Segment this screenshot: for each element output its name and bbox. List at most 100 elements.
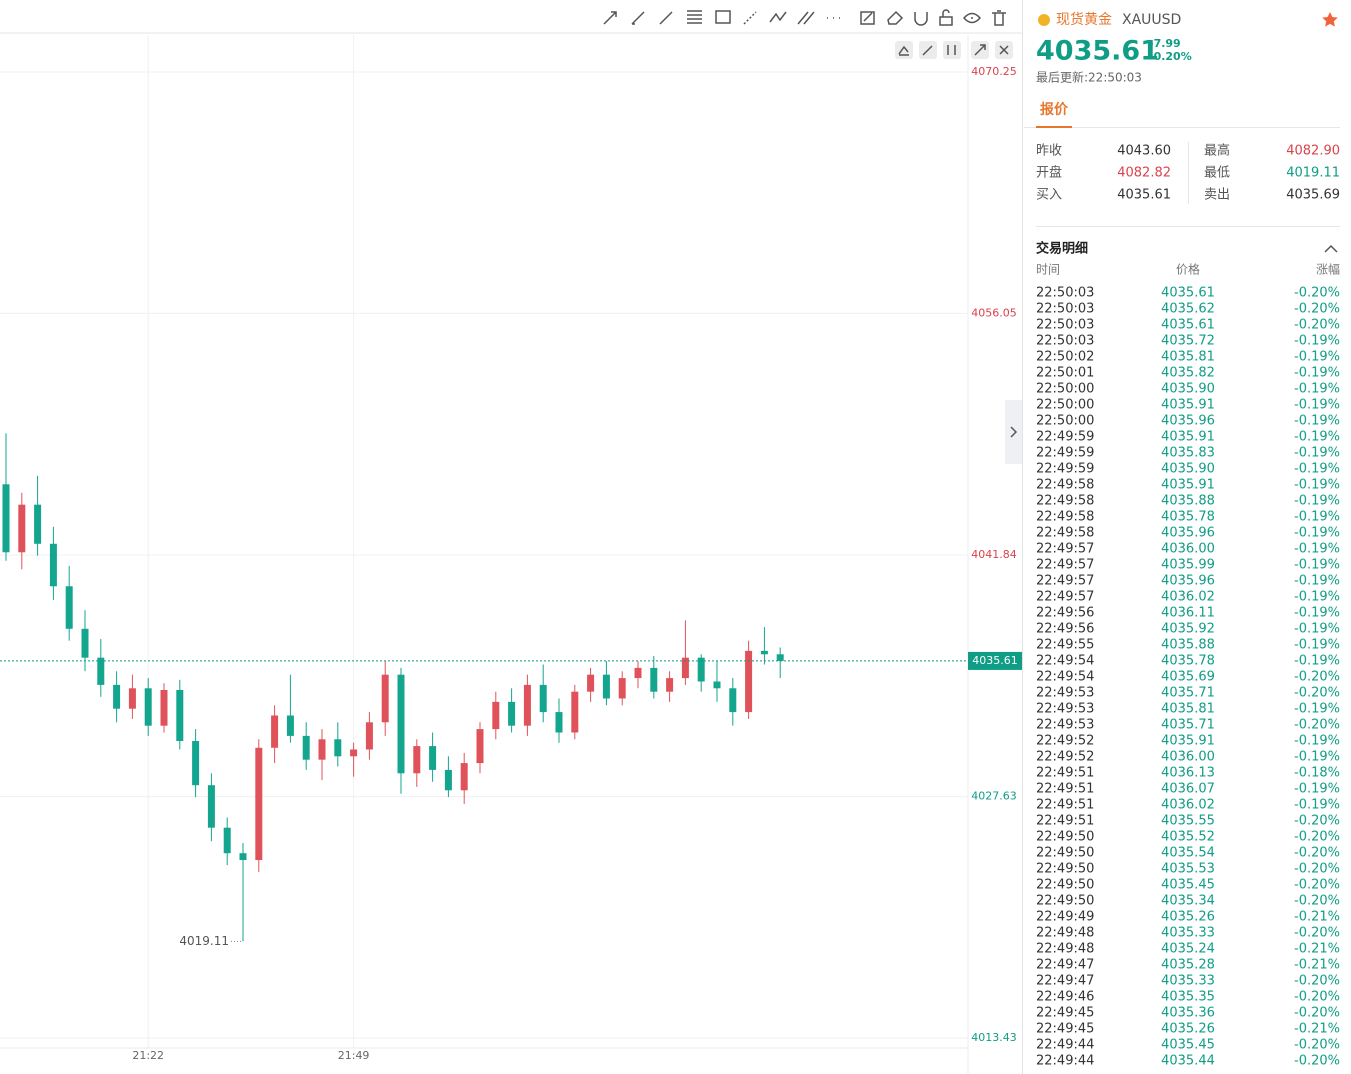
trade-cell: 4036.07 <box>1161 782 1215 797</box>
tool-rect[interactable] <box>715 10 731 24</box>
trade-cell: 4036.11 <box>1161 606 1215 621</box>
tool-eraser[interactable] <box>887 10 904 25</box>
candle-body <box>587 674 595 692</box>
trade-cell: 4035.26 <box>1161 910 1215 925</box>
stat-value: 4035.69 <box>1286 188 1340 203</box>
candle-body <box>697 657 705 682</box>
candle-body <box>760 650 768 655</box>
tool-arrow[interactable] <box>603 11 617 25</box>
tool-lock[interactable] <box>939 9 953 26</box>
favorite-star[interactable] <box>1322 12 1338 27</box>
candle-body <box>492 701 500 730</box>
trade-cell: 22:49:53 <box>1036 718 1094 733</box>
trade-cell: -0.19% <box>1294 462 1340 477</box>
side-toggle-tab[interactable] <box>1005 400 1022 464</box>
candle-body <box>729 688 737 713</box>
trade-cell: 4035.72 <box>1161 334 1215 349</box>
trade-cell: -0.19% <box>1294 590 1340 605</box>
tool-trend[interactable] <box>743 11 757 25</box>
trade-cell: 22:49:54 <box>1036 654 1094 669</box>
trade-cell: 4035.90 <box>1161 382 1215 397</box>
trade-cell: 22:49:44 <box>1036 1054 1094 1069</box>
chart-controls[interactable] <box>895 41 1013 59</box>
trade-cell: 22:49:58 <box>1036 526 1094 541</box>
tool-line[interactable] <box>659 11 673 25</box>
trade-cell: 4035.44 <box>1161 1054 1215 1069</box>
trades-column-header: 价格 <box>1176 262 1200 277</box>
trade-cell: -0.19% <box>1294 574 1340 589</box>
trade-cell: -0.20% <box>1294 990 1340 1005</box>
candle-body <box>271 715 279 748</box>
trade-cell: 22:49:59 <box>1036 462 1094 477</box>
trade-cell: -0.19% <box>1294 734 1340 749</box>
trade-cell: -0.21% <box>1294 910 1340 925</box>
trade-cell: 4035.78 <box>1161 654 1215 669</box>
trade-cell: -0.19% <box>1294 366 1340 381</box>
trade-cell: -0.20% <box>1294 830 1340 845</box>
trade-cell: 22:49:51 <box>1036 798 1094 813</box>
low-label: 4019.11 <box>179 934 229 948</box>
control-indicator[interactable] <box>895 41 913 59</box>
tool-ray[interactable] <box>631 11 645 25</box>
trade-cell: -0.20% <box>1294 686 1340 701</box>
trade-cell: -0.19% <box>1294 654 1340 669</box>
trade-cell: 22:49:46 <box>1036 990 1094 1005</box>
control-expand-glyph <box>974 44 986 56</box>
trade-cell: 4035.91 <box>1161 398 1215 413</box>
trade-cell: -0.19% <box>1294 398 1340 413</box>
control-candle-glyph <box>947 45 956 55</box>
trade-cell: -0.19% <box>1294 350 1340 365</box>
trade-cell: 4035.55 <box>1161 814 1215 829</box>
trade-cell: -0.20% <box>1294 862 1340 877</box>
trade-cell: 22:50:02 <box>1036 350 1094 365</box>
trade-cell: 22:49:52 <box>1036 734 1094 749</box>
tool-delete[interactable] <box>992 10 1006 26</box>
tool-channel[interactable] <box>797 11 815 25</box>
y-tick-label: 4013.43 <box>971 1031 1017 1044</box>
trade-cell: 22:49:48 <box>1036 926 1094 941</box>
stat-label: 买入 <box>1036 188 1062 203</box>
trade-cell: 4036.13 <box>1161 766 1215 781</box>
tool-polyline[interactable] <box>769 11 787 23</box>
candle-body <box>286 715 294 736</box>
last-update: 最后更新:22:50:03 <box>1036 70 1142 85</box>
trade-cell: 22:49:57 <box>1036 590 1094 605</box>
control-candle[interactable] <box>943 41 961 59</box>
drawing-toolbar[interactable] <box>603 9 1006 26</box>
tool-fib[interactable] <box>687 10 702 24</box>
trade-cell: 4036.02 <box>1161 590 1215 605</box>
gold-icon <box>1038 14 1050 26</box>
tool-magnet[interactable] <box>914 12 928 26</box>
stat-label: 最高 <box>1204 143 1230 159</box>
trade-cell: 4035.45 <box>1161 878 1215 893</box>
candle-body <box>397 674 405 774</box>
trade-cell: 4035.71 <box>1161 718 1215 733</box>
trade-cell: 4035.91 <box>1161 734 1215 749</box>
candle-body <box>571 691 579 733</box>
trade-cell: 22:49:45 <box>1036 1006 1094 1021</box>
trade-cell: 4035.91 <box>1161 478 1215 493</box>
candle-body <box>350 749 358 757</box>
y-tick-label: 4041.84 <box>971 548 1017 561</box>
trade-cell: 22:50:03 <box>1036 334 1094 349</box>
tab-quote[interactable]: 报价 <box>1040 102 1069 118</box>
trade-cell: -0.19% <box>1294 334 1340 349</box>
trade-cell: 22:49:59 <box>1036 430 1094 445</box>
candle-body <box>476 729 484 764</box>
tool-note[interactable] <box>860 11 875 25</box>
trade-cell: 4035.71 <box>1161 686 1215 701</box>
y-tick-label: 4070.25 <box>971 65 1017 78</box>
trade-cell: 22:49:57 <box>1036 542 1094 557</box>
side-toggle[interactable] <box>1005 400 1022 464</box>
trade-cell: 22:49:49 <box>1036 910 1094 925</box>
candle-body <box>144 688 152 726</box>
trade-cell: 4035.52 <box>1161 830 1215 845</box>
tool-eye[interactable] <box>962 12 982 24</box>
trades-column-header: 涨幅 <box>1316 262 1340 277</box>
trade-cell: 22:49:57 <box>1036 574 1094 589</box>
control-draw-glyph <box>922 45 933 56</box>
instrument-symbol: XAUUSD <box>1122 12 1181 28</box>
collapse-caret[interactable] <box>1324 244 1338 253</box>
candle-body <box>34 504 42 544</box>
